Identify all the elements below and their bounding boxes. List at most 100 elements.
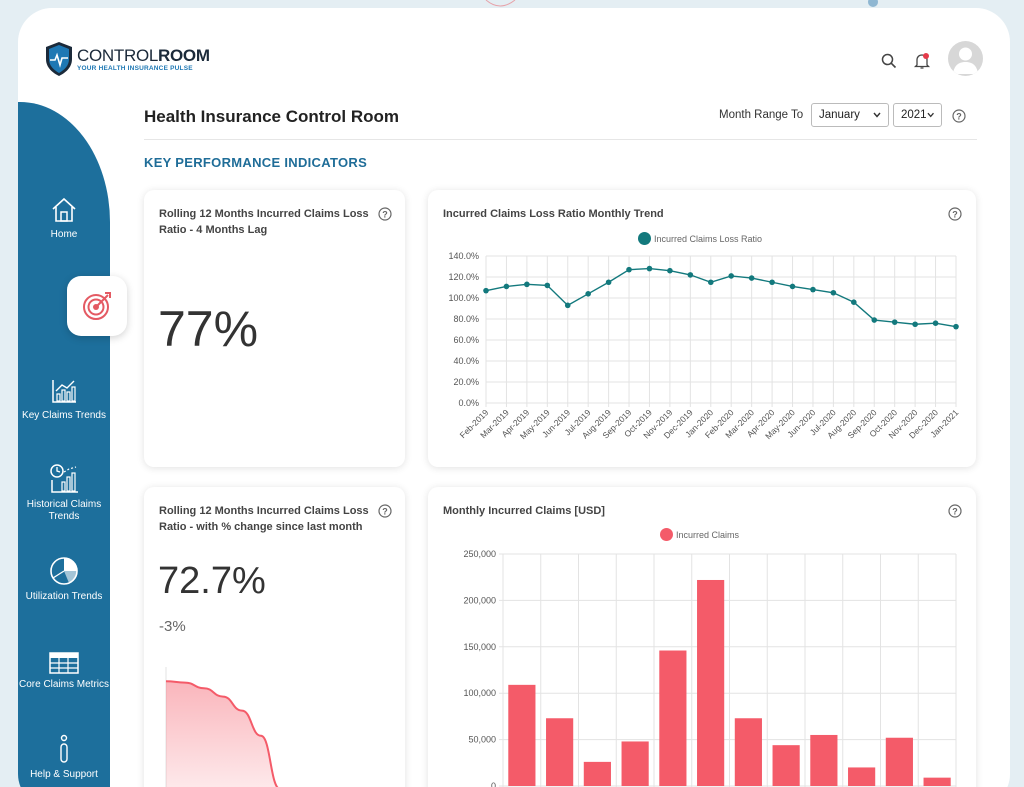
series-line bbox=[485, 267, 957, 328]
sidebar-item-label: Utilization Trends bbox=[25, 591, 103, 602]
sidebar-nav: Home Key Claims Trends bbox=[18, 102, 110, 787]
y-tick-label: 250,000 bbox=[463, 549, 496, 559]
sidebar-item-label: Core Claims Metrics bbox=[18, 679, 109, 690]
y-tick-label: 0 bbox=[491, 781, 496, 787]
area-fill bbox=[166, 681, 278, 787]
help-icon[interactable]: ? bbox=[948, 207, 962, 221]
sidebar-item-label: Help & Support bbox=[30, 769, 98, 780]
sidebar-item-help-support[interactable]: Help & Support bbox=[18, 734, 110, 781]
data-point bbox=[585, 291, 591, 297]
bar bbox=[659, 650, 687, 786]
section-title: KEY PERFORMANCE INDICATORS bbox=[144, 155, 368, 170]
y-tick-label: 150,000 bbox=[463, 642, 496, 652]
data-point bbox=[851, 299, 857, 305]
bell-icon[interactable] bbox=[913, 52, 931, 70]
data-point bbox=[932, 320, 939, 326]
data-point bbox=[503, 283, 510, 290]
legend-label: Incurred Claims Loss Ratio bbox=[654, 233, 763, 244]
chart-card-loss-ratio-trend: Incurred Claims Loss Ratio Monthly Trend… bbox=[428, 190, 976, 467]
svg-text:?: ? bbox=[956, 112, 962, 122]
bar bbox=[546, 718, 574, 786]
line-chart-icon bbox=[52, 380, 76, 403]
card-title: Rolling 12 Months Incurred Claims Loss R… bbox=[159, 505, 369, 533]
data-point bbox=[564, 302, 571, 309]
logo-subtitle: YOUR HEALTH INSURANCE PULSE bbox=[77, 64, 193, 72]
y-tick-label: 40.0% bbox=[453, 356, 479, 366]
legend-label: Incurred Claims bbox=[676, 529, 740, 540]
target-icon bbox=[83, 292, 111, 320]
title-divider bbox=[144, 139, 977, 140]
data-point bbox=[483, 287, 489, 294]
data-point bbox=[667, 267, 673, 274]
y-tick-label: 60.0% bbox=[453, 335, 479, 345]
home-icon bbox=[52, 197, 76, 222]
sidebar-item-label: Home bbox=[50, 229, 78, 240]
search-icon[interactable] bbox=[880, 52, 898, 70]
svg-text:?: ? bbox=[382, 507, 388, 517]
y-tick-label: 140.0% bbox=[448, 251, 479, 261]
info-icon bbox=[60, 734, 68, 763]
pie-chart-icon bbox=[50, 557, 78, 585]
y-tick-label: 200,000 bbox=[463, 595, 496, 605]
app-logo[interactable]: CONTROLROOM YOUR HEALTH INSURANCE PULSE bbox=[44, 41, 210, 77]
data-point bbox=[953, 323, 959, 330]
y-tick-label: 100.0% bbox=[448, 293, 479, 303]
year-select[interactable]: 2021 bbox=[893, 103, 942, 127]
card-title: Monthly Incurred Claims [USD] bbox=[443, 505, 605, 517]
legend-swatch bbox=[660, 528, 673, 541]
kpi-card-rolling-loss-ratio-change: Rolling 12 Months Incurred Claims Loss R… bbox=[144, 487, 405, 787]
data-point bbox=[626, 266, 632, 273]
bar bbox=[848, 767, 876, 786]
data-point bbox=[728, 273, 735, 279]
help-icon[interactable]: ? bbox=[948, 504, 962, 518]
data-point bbox=[524, 281, 530, 288]
bar bbox=[583, 761, 611, 786]
area-line bbox=[165, 680, 279, 787]
year-select-value: 2021 bbox=[901, 109, 927, 121]
logo-title-bold: ROOM bbox=[158, 45, 210, 65]
line-chart: 0.0% 20.0% 40.0% 60.0% 80.0% 100.0% 120.0% 140.… bbox=[448, 251, 960, 441]
kpi-value: 72.7% bbox=[158, 560, 266, 602]
help-icon[interactable]: ? bbox=[952, 109, 966, 123]
kpi-value: 77% bbox=[158, 301, 259, 357]
chart-card-monthly-incurred-claims: Monthly Incurred Claims [USD] ? Incurred… bbox=[428, 487, 976, 787]
bar bbox=[508, 684, 536, 786]
chevron-down-icon bbox=[927, 112, 934, 118]
help-icon[interactable]: ? bbox=[378, 207, 392, 221]
y-tick-label: 120.0% bbox=[448, 272, 479, 282]
sidebar-item-historical-claims-trends[interactable]: Historical Claims Trends bbox=[18, 462, 110, 523]
data-point bbox=[789, 283, 796, 290]
sidebar-item-utilization-trends[interactable]: Utilization Trends bbox=[18, 556, 110, 603]
user-avatar[interactable] bbox=[948, 41, 983, 76]
sidebar-item-label: Historical Claims Trends bbox=[26, 499, 102, 522]
month-select[interactable]: January bbox=[811, 103, 889, 127]
y-tick-label: 100,000 bbox=[463, 688, 496, 698]
svg-text:?: ? bbox=[952, 507, 958, 517]
help-icon[interactable]: ? bbox=[378, 504, 392, 518]
sidebar-item-core-claims-metrics[interactable]: Core Claims Metrics bbox=[18, 652, 110, 691]
bar bbox=[885, 737, 913, 786]
sidebar-item-label: Key Claims Trends bbox=[22, 410, 106, 421]
month-range-label: Month Range To bbox=[719, 109, 804, 121]
legend-swatch bbox=[638, 232, 651, 245]
shield-logo-icon bbox=[46, 42, 72, 76]
bar bbox=[621, 741, 649, 786]
bar bbox=[810, 734, 838, 786]
sidebar-item-key-claims-trends[interactable]: Key Claims Trends bbox=[18, 377, 110, 422]
user-silhouette-icon bbox=[953, 47, 978, 74]
logo-title-light: CONTROL bbox=[77, 45, 159, 65]
sidebar-item-kpi-active[interactable] bbox=[67, 276, 127, 336]
data-point bbox=[830, 289, 837, 296]
kpi-change: -3% bbox=[159, 618, 186, 635]
sidebar-item-home[interactable]: Home bbox=[18, 196, 110, 241]
data-point bbox=[871, 317, 878, 323]
data-point bbox=[707, 279, 714, 286]
bar bbox=[772, 745, 800, 786]
bar bbox=[923, 777, 951, 786]
page-title: Health Insurance Control Room bbox=[144, 107, 400, 126]
y-tick-label: 0.0% bbox=[458, 398, 479, 408]
svg-text:?: ? bbox=[382, 210, 388, 220]
historical-chart-icon bbox=[50, 464, 78, 493]
y-tick-label: 20.0% bbox=[453, 377, 479, 387]
app-window: CONTROLROOM YOUR HEALTH INSURANCE PULSE … bbox=[18, 8, 1010, 787]
